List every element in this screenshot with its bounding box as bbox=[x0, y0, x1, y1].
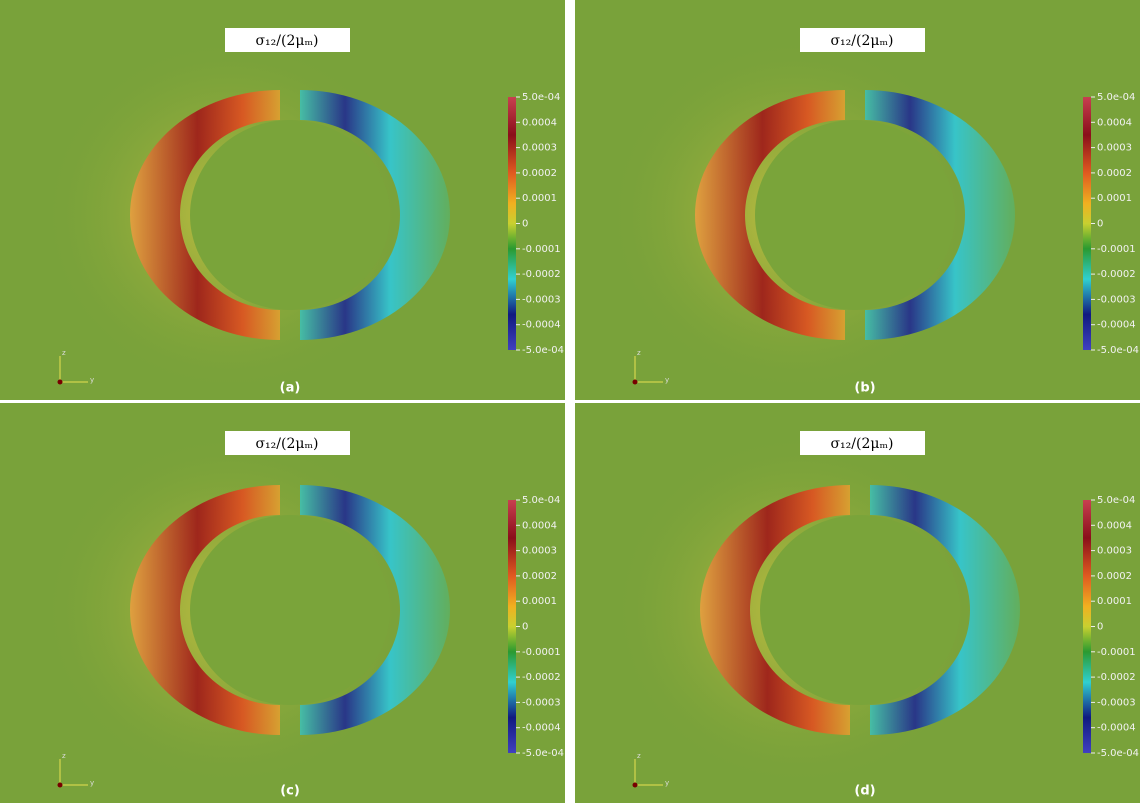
colorbar-tick-label: -5.0e-04 bbox=[522, 748, 564, 759]
colorbar-tick-label: -0.0001 bbox=[1097, 244, 1136, 255]
negative-crescent bbox=[300, 485, 450, 735]
colorbar-tick-label: 0.0001 bbox=[522, 596, 557, 607]
colorbar-tick-label: -0.0001 bbox=[1097, 647, 1136, 658]
colorbar-tick-label: 0.0001 bbox=[1097, 596, 1132, 607]
colorbar-tick-label: 0.0002 bbox=[522, 571, 557, 582]
colorbar-tick-label: 0.0004 bbox=[1097, 520, 1132, 531]
colorbar-tick-label: 0.0002 bbox=[1097, 168, 1132, 179]
colorbar-tick-label: 0 bbox=[522, 622, 528, 633]
negative-crescent bbox=[300, 90, 450, 340]
triad-label: z bbox=[62, 349, 66, 357]
colorbar-tick-label: 0.0001 bbox=[522, 193, 557, 204]
panel: σ₁₂/(2μₘ) (d) 5.0e-04 0.0004 0.0003 0.0002 0.0… bbox=[575, 403, 1140, 803]
colorbar-tick-label: -0.0002 bbox=[522, 269, 561, 280]
colorbar-tick-label: 5.0e-04 bbox=[1097, 495, 1135, 506]
inner-region bbox=[760, 515, 960, 705]
positive-crescent bbox=[130, 485, 280, 735]
inner-region bbox=[190, 120, 390, 310]
inner-region bbox=[190, 515, 390, 705]
panel-title: σ₁₂/(2μₘ) bbox=[830, 33, 893, 49]
triad-label: y bbox=[665, 779, 669, 787]
field bbox=[0, 403, 565, 803]
colorbar-tick-label: -0.0003 bbox=[1097, 294, 1136, 305]
triad-origin bbox=[57, 782, 63, 788]
negative-crescent bbox=[865, 90, 1015, 340]
colorbar-tick-label: -0.0003 bbox=[522, 294, 561, 305]
colorbar-tick-label: 5.0e-04 bbox=[1097, 92, 1135, 103]
triad-label: y bbox=[90, 376, 94, 384]
panel-label: (d) bbox=[854, 784, 875, 799]
colorbar-tick-label: -5.0e-04 bbox=[522, 345, 564, 356]
panel-label: (b) bbox=[854, 381, 875, 396]
colorbar-tick-label: 0 bbox=[522, 219, 528, 230]
colorbar-tick-label: 5.0e-04 bbox=[522, 495, 560, 506]
colorbar-tick-label: 0 bbox=[1097, 219, 1103, 230]
colorbar-tick-label: -0.0003 bbox=[1097, 697, 1136, 708]
triad-origin bbox=[57, 379, 63, 385]
colorbar-tick-label: 0.0003 bbox=[522, 546, 557, 557]
panel-label: (c) bbox=[280, 784, 300, 799]
colorbar-tick-label: 0.0002 bbox=[522, 168, 557, 179]
colorbar-tick-label: -0.0002 bbox=[1097, 269, 1136, 280]
field bbox=[0, 0, 565, 400]
triad-label: z bbox=[637, 752, 641, 760]
panel-label: (a) bbox=[280, 381, 301, 396]
colorbar-tick-label: 0 bbox=[1097, 622, 1103, 633]
colorbar-tick-label: -5.0e-04 bbox=[1097, 345, 1139, 356]
colorbar-tick-label: 0.0001 bbox=[1097, 193, 1132, 204]
colorbar-tick-label: 5.0e-04 bbox=[522, 92, 560, 103]
panel-title: σ₁₂/(2μₘ) bbox=[255, 436, 318, 452]
colorbar bbox=[508, 500, 516, 753]
colorbar-tick-label: 0.0004 bbox=[1097, 117, 1132, 128]
colorbar-tick-label: 0.0003 bbox=[522, 143, 557, 154]
title-box bbox=[800, 28, 925, 52]
triad-origin bbox=[632, 379, 638, 385]
colorbar-tick-label: -0.0004 bbox=[522, 723, 561, 734]
panel: σ₁₂/(2μₘ) (c) 5.0e-04 0.0004 0.0003 0.0002 0.0… bbox=[0, 403, 565, 803]
colorbar bbox=[508, 97, 516, 350]
triad-label: y bbox=[90, 779, 94, 787]
positive-crescent bbox=[130, 90, 280, 340]
colorbar-tick-label: -0.0004 bbox=[1097, 723, 1136, 734]
field bbox=[575, 403, 1140, 803]
colorbar-tick-label: 0.0003 bbox=[1097, 143, 1132, 154]
inner-region bbox=[755, 120, 955, 310]
title-box bbox=[800, 431, 925, 455]
positive-crescent bbox=[695, 90, 845, 340]
negative-crescent bbox=[870, 485, 1020, 735]
title-box bbox=[225, 28, 350, 52]
colorbar-tick-label: -0.0002 bbox=[1097, 672, 1136, 683]
colorbar-tick-label: -5.0e-04 bbox=[1097, 748, 1139, 759]
colorbar-tick-label: -0.0004 bbox=[522, 320, 561, 331]
colorbar-tick-label: 0.0004 bbox=[522, 117, 557, 128]
colorbar-tick-label: -0.0001 bbox=[522, 647, 561, 658]
colorbar bbox=[1083, 97, 1091, 350]
positive-crescent bbox=[700, 485, 850, 735]
panel-title: σ₁₂/(2μₘ) bbox=[255, 33, 318, 49]
field bbox=[575, 0, 1140, 400]
panel: σ₁₂/(2μₘ) (b) 5.0e-04 0.0004 0.0003 0.0002 0.0… bbox=[575, 0, 1140, 400]
panel: σ₁₂/(2μₘ) (a) 5.0e-04 0.0004 0.0003 0.0002 0.0… bbox=[0, 0, 565, 400]
colorbar-tick-label: -0.0001 bbox=[522, 244, 561, 255]
colorbar-tick-label: -0.0003 bbox=[522, 697, 561, 708]
colorbar-tick-label: 0.0004 bbox=[522, 520, 557, 531]
colorbar-tick-label: -0.0004 bbox=[1097, 320, 1136, 331]
triad-label: z bbox=[62, 752, 66, 760]
triad-label: y bbox=[665, 376, 669, 384]
colorbar-tick-label: 0.0002 bbox=[1097, 571, 1132, 582]
colorbar bbox=[1083, 500, 1091, 753]
colorbar-tick-label: -0.0002 bbox=[522, 672, 561, 683]
triad-label: z bbox=[637, 349, 641, 357]
title-box bbox=[225, 431, 350, 455]
panel-title: σ₁₂/(2μₘ) bbox=[830, 436, 893, 452]
triad-origin bbox=[632, 782, 638, 788]
colorbar-tick-label: 0.0003 bbox=[1097, 546, 1132, 557]
